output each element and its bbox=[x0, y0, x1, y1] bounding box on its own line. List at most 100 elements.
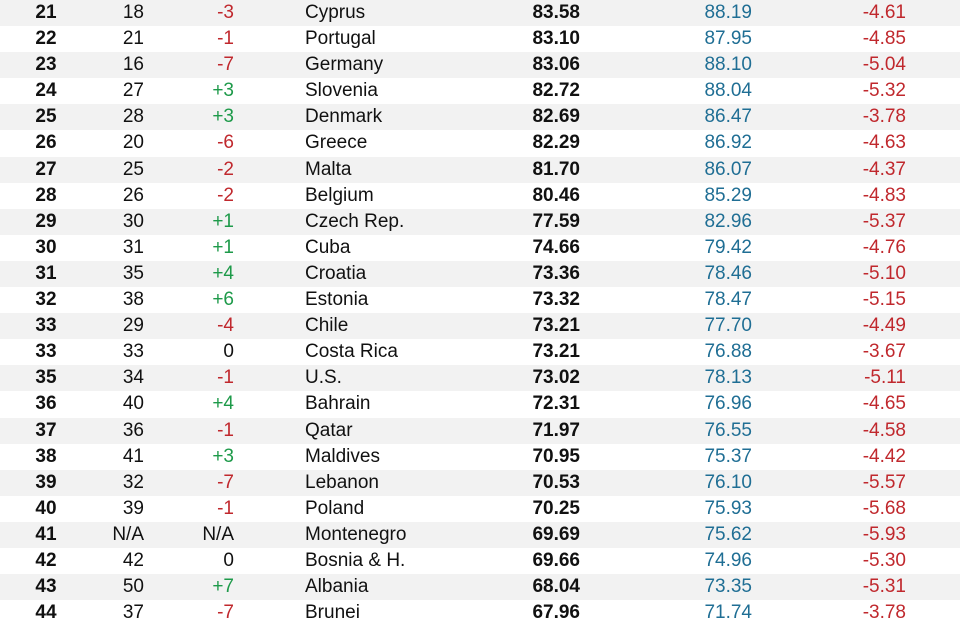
table-row: 27 25 -2 Malta 81.70 86.07 -4.37 bbox=[0, 156, 960, 183]
previous-rank-cell: 16 bbox=[122, 54, 144, 76]
difference-cell: -5.04 bbox=[862, 54, 906, 76]
previous-rank-cell: 38 bbox=[122, 289, 144, 311]
rank-change-cell: +3 bbox=[212, 106, 234, 128]
rank-change-cell: +4 bbox=[212, 393, 234, 415]
rank-cell: 33 bbox=[35, 341, 57, 363]
country-cell: Bahrain bbox=[305, 393, 371, 415]
secondary-score-cell: 75.62 bbox=[704, 523, 752, 545]
rank-change-cell: -4 bbox=[217, 315, 234, 337]
secondary-score-cell: 88.04 bbox=[704, 80, 752, 102]
secondary-score-cell: 76.55 bbox=[704, 419, 752, 441]
score-cell: 73.21 bbox=[532, 315, 580, 337]
secondary-score-cell: 76.10 bbox=[704, 471, 752, 493]
rank-cell: 28 bbox=[35, 184, 57, 206]
previous-rank-cell: 35 bbox=[122, 262, 144, 284]
rank-cell: 29 bbox=[35, 210, 57, 232]
table-row: 25 28 +3 Denmark 82.69 86.47 -3.78 bbox=[0, 104, 960, 131]
score-cell: 71.97 bbox=[532, 419, 580, 441]
rank-cell: 44 bbox=[35, 602, 57, 624]
score-cell: 83.06 bbox=[532, 54, 580, 76]
rank-cell: 32 bbox=[35, 289, 57, 311]
difference-cell: -5.15 bbox=[862, 289, 906, 311]
score-cell: 81.70 bbox=[532, 158, 580, 180]
secondary-score-cell: 71.74 bbox=[704, 602, 752, 624]
score-cell: 80.46 bbox=[532, 184, 580, 206]
table-row: 36 40 +4 Bahrain 72.31 76.96 -4.65 bbox=[0, 391, 960, 418]
secondary-score-cell: 86.47 bbox=[704, 106, 752, 128]
rank-cell: 35 bbox=[35, 367, 57, 389]
country-cell: Cyprus bbox=[305, 2, 366, 23]
secondary-score-cell: 76.88 bbox=[704, 341, 752, 363]
previous-rank-cell: 39 bbox=[122, 497, 144, 519]
difference-cell: -4.37 bbox=[862, 158, 906, 180]
previous-rank-cell: 26 bbox=[122, 184, 144, 206]
difference-cell: -5.30 bbox=[862, 549, 906, 571]
previous-rank-cell: 40 bbox=[122, 393, 144, 415]
country-cell: U.S. bbox=[305, 367, 342, 389]
rank-cell: 23 bbox=[35, 54, 57, 76]
score-cell: 70.53 bbox=[532, 471, 580, 493]
difference-cell: -4.83 bbox=[862, 184, 906, 206]
table-row: 21 18 -3 Cyprus 83.58 88.19 -4.61 bbox=[0, 0, 960, 27]
previous-rank-cell: 18 bbox=[122, 2, 144, 23]
country-cell: Albania bbox=[305, 576, 369, 598]
country-cell: Denmark bbox=[305, 106, 383, 128]
previous-rank-cell: 50 bbox=[122, 576, 144, 598]
rank-change-cell: -7 bbox=[217, 471, 234, 493]
secondary-score-cell: 73.35 bbox=[704, 576, 752, 598]
table-row: 37 36 -1 Qatar 71.97 76.55 -4.58 bbox=[0, 417, 960, 444]
rank-cell: 37 bbox=[35, 419, 57, 441]
rank-cell: 33 bbox=[35, 315, 57, 337]
secondary-score-cell: 78.13 bbox=[704, 367, 752, 389]
rank-change-cell: -1 bbox=[217, 419, 234, 441]
difference-cell: -5.10 bbox=[862, 262, 906, 284]
score-cell: 73.32 bbox=[532, 289, 580, 311]
rank-change-cell: -3 bbox=[217, 2, 234, 23]
rank-change-cell: 0 bbox=[223, 549, 234, 571]
score-cell: 72.31 bbox=[532, 393, 580, 415]
country-cell: Poland bbox=[305, 497, 365, 519]
difference-cell: -5.57 bbox=[862, 471, 906, 493]
difference-cell: -5.93 bbox=[862, 523, 906, 545]
secondary-score-cell: 87.95 bbox=[704, 28, 752, 50]
previous-rank-cell: 25 bbox=[122, 158, 144, 180]
country-cell: Slovenia bbox=[305, 80, 378, 102]
difference-cell: -5.68 bbox=[862, 497, 906, 519]
previous-rank-cell: 36 bbox=[122, 419, 144, 441]
previous-rank-cell: 29 bbox=[122, 315, 144, 337]
rank-change-cell: +3 bbox=[212, 445, 234, 467]
rank-change-cell: N/A bbox=[202, 523, 234, 545]
secondary-score-cell: 85.29 bbox=[704, 184, 752, 206]
table-row: 39 32 -7 Lebanon 70.53 76.10 -5.57 bbox=[0, 469, 960, 496]
previous-rank-cell: 34 bbox=[122, 367, 144, 389]
previous-rank-cell: 20 bbox=[122, 132, 144, 154]
score-cell: 67.96 bbox=[532, 602, 580, 624]
score-cell: 73.21 bbox=[532, 341, 580, 363]
difference-cell: -5.37 bbox=[862, 210, 906, 232]
table-row: 40 39 -1 Poland 70.25 75.93 -5.68 bbox=[0, 495, 960, 522]
table-row: 29 30 +1 Czech Rep. 77.59 82.96 -5.37 bbox=[0, 208, 960, 235]
country-cell: Cuba bbox=[305, 236, 351, 258]
difference-cell: -4.49 bbox=[862, 315, 906, 337]
rank-change-cell: -7 bbox=[217, 54, 234, 76]
rank-cell: 40 bbox=[35, 497, 57, 519]
rank-change-cell: -1 bbox=[217, 28, 234, 50]
secondary-score-cell: 86.07 bbox=[704, 158, 752, 180]
score-cell: 70.95 bbox=[532, 445, 580, 467]
previous-rank-cell: 30 bbox=[122, 210, 144, 232]
table-row: 42 42 0 Bosnia & H. 69.66 74.96 -5.30 bbox=[0, 547, 960, 575]
rank-change-cell: -2 bbox=[217, 158, 234, 180]
rank-cell: 38 bbox=[35, 445, 57, 467]
secondary-score-cell: 74.96 bbox=[704, 549, 752, 571]
table-row: 44 37 -7 Brunei 67.96 71.74 -3.78 bbox=[0, 600, 960, 627]
previous-rank-cell: 42 bbox=[122, 549, 144, 571]
secondary-score-cell: 86.92 bbox=[704, 132, 752, 154]
country-cell: Portugal bbox=[305, 28, 376, 50]
previous-rank-cell: 32 bbox=[122, 471, 144, 493]
rank-cell: 43 bbox=[35, 576, 57, 598]
rank-change-cell: -2 bbox=[217, 184, 234, 206]
score-cell: 82.72 bbox=[532, 80, 580, 102]
rank-change-cell: +1 bbox=[212, 236, 234, 258]
country-cell: Greece bbox=[305, 132, 368, 154]
rank-change-cell: -1 bbox=[217, 497, 234, 519]
